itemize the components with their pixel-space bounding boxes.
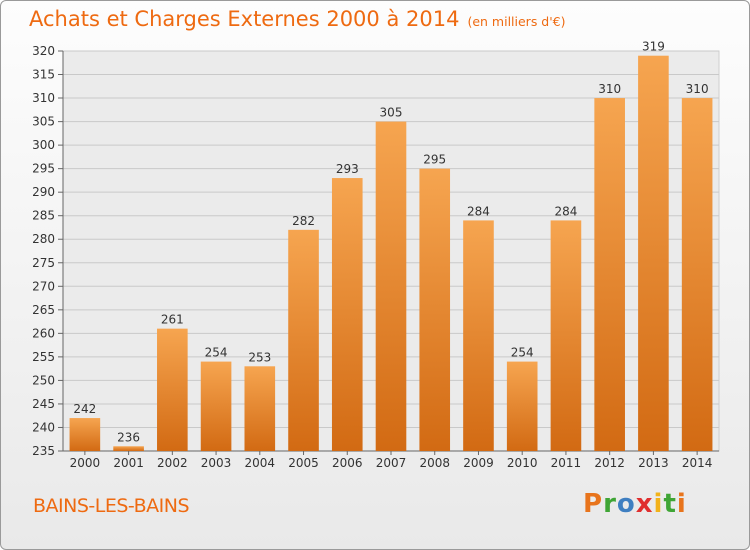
x-tick-label: 2009 [463, 456, 494, 470]
y-tick-label: 305 [32, 115, 55, 129]
logo-letter: t [663, 489, 677, 519]
x-tick-label: 2007 [376, 456, 407, 470]
x-tick-label: 2012 [594, 456, 625, 470]
y-tick-label: 250 [32, 373, 55, 387]
y-tick-label: 265 [32, 303, 55, 317]
data-label: 242 [73, 402, 96, 416]
x-tick-label: 2014 [682, 456, 713, 470]
y-tick-label: 290 [32, 185, 55, 199]
x-tick-label: 2013 [638, 456, 669, 470]
data-label: 295 [423, 153, 446, 167]
y-tick-label: 285 [32, 209, 55, 223]
y-tick-label: 245 [32, 397, 55, 411]
chart-title-text: Achats et Charges Externes 2000 à 2014 [29, 7, 460, 31]
data-label: 310 [598, 82, 621, 96]
x-tick-label: 2010 [507, 456, 538, 470]
x-tick-label: 2002 [157, 456, 188, 470]
bar [200, 361, 232, 451]
data-label: 305 [380, 106, 403, 120]
chart-title: Achats et Charges Externes 2000 à 2014 (e… [29, 7, 566, 31]
x-tick-label: 2008 [419, 456, 450, 470]
logo-letter: r [603, 489, 617, 519]
data-label: 284 [554, 204, 577, 218]
chart-subtitle: (en milliers d'€) [467, 14, 566, 29]
y-tick-label: 310 [32, 91, 55, 105]
y-tick-label: 280 [32, 232, 55, 246]
data-label: 254 [511, 346, 534, 360]
y-tick-label: 315 [32, 68, 55, 82]
y-tick-label: 260 [32, 326, 55, 340]
y-tick-label: 240 [32, 420, 55, 434]
bar [288, 229, 319, 451]
x-tick-label: 2011 [551, 456, 582, 470]
bar [681, 98, 713, 451]
bar [638, 55, 669, 452]
y-tick-label: 235 [32, 444, 55, 458]
data-label: 254 [205, 346, 228, 360]
data-label: 293 [336, 162, 359, 176]
bar [331, 178, 363, 451]
bar [244, 366, 276, 451]
data-label: 310 [686, 82, 709, 96]
bar [157, 328, 188, 451]
proxiti-logo: Proxiti [583, 489, 687, 519]
city-name: BAINS-LES-BAINS [33, 495, 190, 517]
logo-letter: o [616, 489, 636, 519]
x-tick-label: 2004 [245, 456, 276, 470]
data-label: 282 [292, 214, 315, 228]
data-label: 236 [117, 430, 140, 444]
y-tick-label: 275 [32, 256, 55, 270]
bar [419, 168, 451, 451]
x-tick-label: 2003 [201, 456, 232, 470]
x-tick-label: 2001 [113, 456, 144, 470]
data-label: 253 [248, 350, 271, 364]
bar [506, 361, 538, 451]
y-tick-label: 255 [32, 350, 55, 364]
x-tick-label: 2006 [332, 456, 363, 470]
x-tick-label: 2000 [70, 456, 101, 470]
y-tick-label: 320 [32, 44, 55, 58]
y-tick-label: 270 [32, 279, 55, 293]
x-tick-label: 2005 [288, 456, 319, 470]
logo-letter: i [676, 489, 687, 519]
bar [550, 220, 582, 451]
y-tick-label: 295 [32, 162, 55, 176]
data-label: 261 [161, 313, 184, 327]
data-label: 319 [642, 40, 665, 54]
bar [113, 446, 144, 451]
bar [594, 98, 625, 451]
bar [69, 418, 101, 451]
logo-letter: P [583, 489, 604, 519]
bar [375, 121, 407, 452]
data-label: 284 [467, 204, 490, 218]
y-tick-label: 300 [32, 138, 55, 152]
logo-letter: i [653, 489, 664, 519]
bar [463, 220, 494, 451]
logo-letter: x [635, 489, 654, 519]
